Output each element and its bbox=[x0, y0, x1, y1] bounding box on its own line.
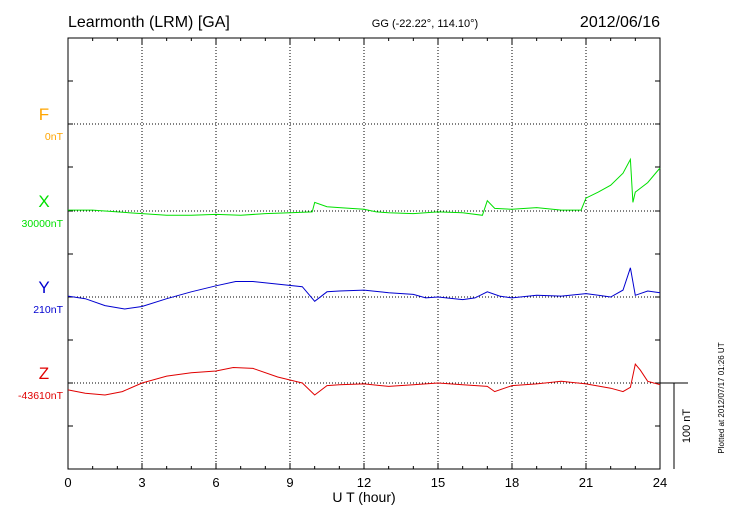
chart-date: 2012/06/16 bbox=[580, 14, 660, 31]
station-coords: GG (-22.22°, 114.10°) bbox=[372, 18, 478, 30]
series-labels: F 0nT X 30000nT Y 210nT Z -43610nT bbox=[18, 105, 64, 402]
series-lines bbox=[67, 157, 661, 396]
x-tick-label: 18 bbox=[505, 475, 519, 490]
series-x-line bbox=[68, 157, 661, 216]
x-tick-label: 0 bbox=[64, 475, 71, 490]
x-tick-label: 15 bbox=[431, 475, 445, 490]
grid bbox=[68, 38, 660, 469]
series-y-baseline: 210nT bbox=[33, 304, 63, 316]
x-tick-label: 6 bbox=[212, 475, 219, 490]
series-f-baseline: 0nT bbox=[45, 131, 64, 143]
axis-ticks: 0 3 6 9 12 15 18 21 24 bbox=[64, 37, 667, 490]
station-title: Learmonth (LRM) [GA] bbox=[68, 14, 230, 31]
x-tick-label: 24 bbox=[653, 475, 667, 490]
x-tick-label: 9 bbox=[286, 475, 293, 490]
plotted-timestamp: Plotted at 2012/07/17 01:26 UT bbox=[717, 342, 726, 453]
x-axis-label: U T (hour) bbox=[332, 489, 395, 505]
x-tick-label: 3 bbox=[138, 475, 145, 490]
x-tick-label: 21 bbox=[579, 475, 593, 490]
series-y-line bbox=[67, 267, 661, 310]
x-tick-label: 12 bbox=[357, 475, 371, 490]
series-x-baseline: 30000nT bbox=[22, 218, 64, 230]
series-f-label: F bbox=[39, 105, 49, 124]
series-y-label: Y bbox=[38, 278, 49, 297]
series-x-label: X bbox=[38, 192, 49, 211]
scale-bar-label: 100 nT bbox=[681, 409, 693, 444]
series-z-line bbox=[67, 362, 661, 396]
series-z-label: Z bbox=[39, 364, 49, 383]
series-z-baseline: -43610nT bbox=[18, 390, 64, 402]
